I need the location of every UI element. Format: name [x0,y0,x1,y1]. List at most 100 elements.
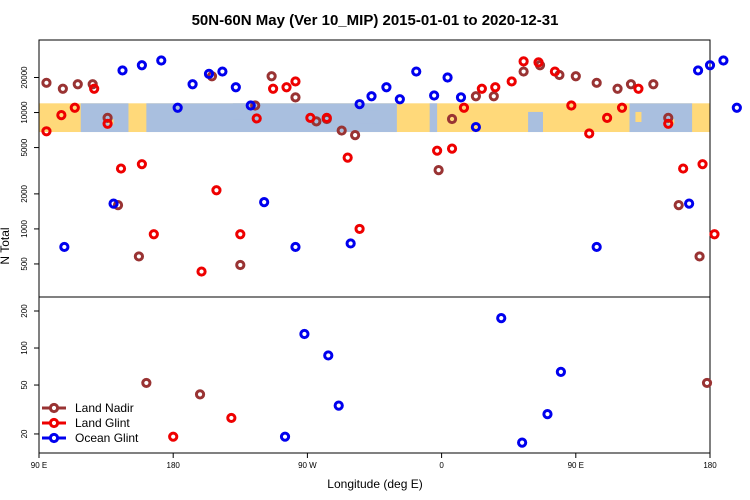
land-nadir-point [570,71,581,82]
land-nadir-point [446,113,458,125]
map-land [635,111,642,122]
ocean-glint-point [394,94,405,105]
ocean-glint-point [517,437,528,448]
land-glint-point [305,112,316,123]
ocean-glint-point [59,241,70,253]
legend-label-ocean-glint: Ocean Glint [75,431,139,445]
ocean-glint-point [117,65,128,76]
y-tick-label: 500 [20,257,29,271]
land-glint-point [458,102,470,113]
land-nadir-point [350,129,361,141]
land-nadir-point [133,251,145,262]
ocean-glint-point [381,82,392,93]
y-tick-label: 20 [20,429,29,438]
land-glint-point [342,152,353,163]
legend-marker-ocean-glint [48,432,60,444]
y-axis-label: N Total [0,227,12,264]
land-glint-point [678,163,689,174]
land-nadir-point [266,71,277,82]
land-glint-point [41,126,52,137]
x-axis: 90 E 180 90 W 0 90 E 180 [31,453,717,470]
ocean-glint-point [684,198,695,209]
land-nadir-point [336,125,347,136]
x-tick-label: 90 E [31,461,47,470]
ocean-glint-point [555,366,566,377]
land-nadir-point [470,91,481,102]
ocean-glint-point [108,198,119,209]
y-tick-label: 20000 [20,66,29,89]
ocean-glint-point [290,241,301,253]
ocean-glint-point [217,66,228,77]
land-nadir-point [612,83,623,94]
ocean-glint-point [259,196,270,208]
ocean-glint-point [245,100,256,111]
lower-panel-frame [38,296,711,454]
map-ocean [528,111,543,133]
ocean-glint-point [718,55,729,66]
land-glint-point [432,145,443,156]
map-ocean [232,103,245,120]
land-nadir-point [673,200,684,211]
y-tick-label: 10000 [20,101,29,124]
land-glint-point [616,102,628,113]
land-glint-point [136,159,147,170]
x-tick-label: 180 [167,461,181,470]
land-nadir-point [433,165,444,176]
ocean-glint-point [731,102,742,113]
ocean-glint-point [470,121,481,133]
map-band [39,103,710,133]
land-glint-point [89,83,100,94]
ocean-glint-point [692,65,704,76]
ocean-glint-point [323,350,334,361]
land-glint-point [56,110,67,121]
land-glint-point [281,82,292,93]
land-glint-point [490,82,501,93]
ocean-glint-point [542,409,553,420]
land-glint-point [102,118,113,129]
land-nadir-point [41,77,52,88]
land-glint-point [566,100,577,111]
ocean-glint-point [411,66,422,77]
land-nadir-point [194,389,206,400]
ocean-glint-point [333,400,344,411]
ocean-glint-point [203,68,215,79]
x-tick-label: 90 W [298,461,317,470]
land-nadir-point [625,79,637,90]
land-nadir-point [648,79,659,90]
map-ocean [359,110,379,124]
land-glint-point [268,83,279,94]
upper-y-axis: 500 1000 2000 5000 10000 20000 [20,66,39,271]
ocean-glint-point [704,60,716,71]
land-glint-point [518,56,529,67]
land-glint-point [354,223,365,235]
land-glint-point [321,112,332,123]
ocean-glint-point [230,82,241,93]
land-glint-point [211,185,222,196]
ocean-glint-point [279,431,291,442]
map-land [474,124,481,131]
land-nadir-point [488,91,499,102]
ocean-glint-point [429,90,440,101]
ocean-glint-point [136,60,147,71]
legend-label-land-glint: Land Glint [75,416,130,430]
data-points [41,55,742,448]
x-tick-label: 90 E [568,461,584,470]
lower-y-axis: 20 50 100 200 [20,304,39,438]
y-tick-label: 1000 [20,219,29,237]
ocean-glint-point [455,92,467,103]
y-tick-label: 200 [20,304,29,318]
x-axis-label: Longitude (deg E) [327,477,422,491]
land-glint-point [69,102,80,113]
land-glint-point [697,159,708,170]
map-ocean [146,103,397,133]
legend-marker-land-nadir [48,402,60,414]
land-glint-point [633,83,644,94]
land-nadir-point [141,377,152,389]
ocean-glint-point [442,72,453,83]
y-tick-label: 2000 [20,184,29,202]
ocean-glint-point [591,241,602,253]
ocean-glint-point [345,238,356,249]
land-glint-point [506,76,517,87]
